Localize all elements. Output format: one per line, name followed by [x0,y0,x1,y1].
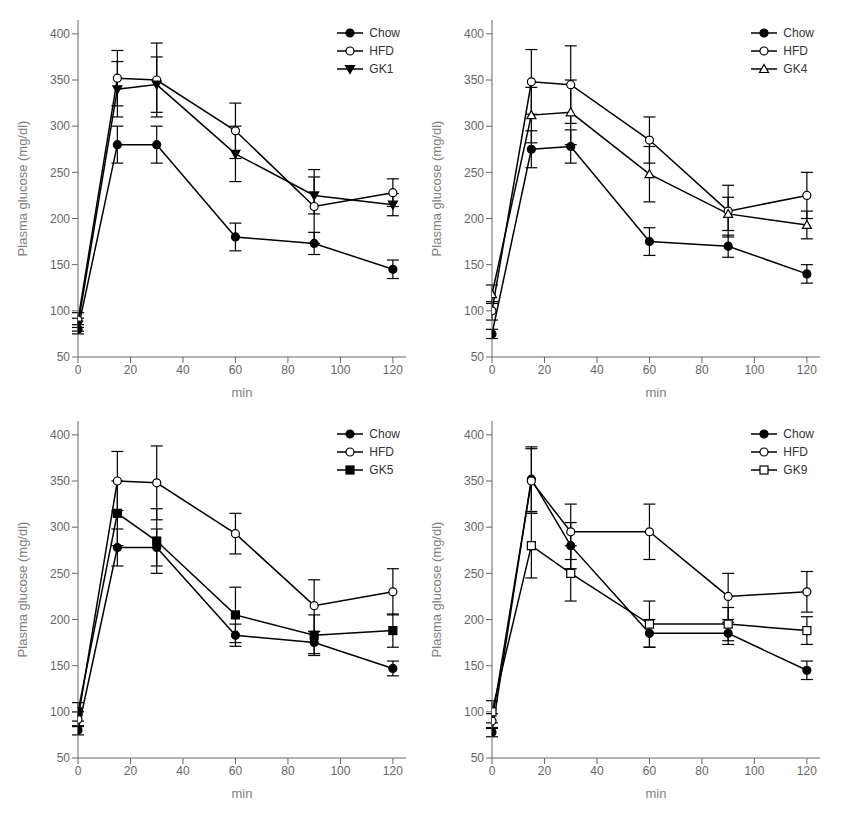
html-text:HFD: HFD [783,44,808,58]
svg-text:80: 80 [281,764,295,778]
svg-text:400: 400 [50,27,70,41]
html-text:Chow: Chow [783,26,814,40]
svg-text:60: 60 [643,764,657,778]
html-text:GK9: GK9 [783,463,808,477]
html-text:Chow: Chow [783,427,814,441]
svg-text:400: 400 [464,428,484,442]
svg-text:50: 50 [57,751,71,765]
svg-text:80: 80 [695,764,709,778]
html-text:HFD: HFD [369,44,394,58]
html-text:GK4: GK4 [783,62,808,76]
svg-text:0: 0 [75,363,82,377]
svg-text:40: 40 [176,363,190,377]
svg-text:200: 200 [50,613,70,627]
svg-text:200: 200 [50,212,70,226]
svg-text:200: 200 [464,613,484,627]
svg-text:60: 60 [643,363,657,377]
svg-text:120: 120 [383,764,403,778]
svg-text:200: 200 [464,212,484,226]
svg-text:250: 250 [464,567,484,581]
svg-text:150: 150 [50,659,70,673]
svg-text:0: 0 [489,363,496,377]
svg-text:300: 300 [50,520,70,534]
svg-text:120: 120 [797,363,817,377]
svg-text:0: 0 [75,764,82,778]
svg-text:250: 250 [50,567,70,581]
svg-text:100: 100 [50,304,70,318]
svg-text:120: 120 [797,764,817,778]
svg-text:300: 300 [464,520,484,534]
html-text:HFD: HFD [369,445,394,459]
svg-text:150: 150 [50,258,70,272]
svg-text:350: 350 [464,73,484,87]
svg-text:400: 400 [464,27,484,41]
svg-text:Plasma glucose (mg/dl): Plasma glucose (mg/dl) [15,121,30,257]
svg-text:100: 100 [744,363,764,377]
svg-text:300: 300 [464,119,484,133]
svg-text:100: 100 [464,705,484,719]
svg-text:20: 20 [124,363,138,377]
svg-text:Plasma glucose (mg/dl): Plasma glucose (mg/dl) [15,522,30,658]
html-text:GK1: GK1 [369,62,394,76]
svg-text:40: 40 [176,764,190,778]
svg-text:min: min [646,786,667,801]
svg-text:350: 350 [50,474,70,488]
svg-text:100: 100 [744,764,764,778]
html-text:Chow: Chow [369,427,400,441]
svg-text:20: 20 [124,764,138,778]
svg-text:300: 300 [50,119,70,133]
svg-text:50: 50 [471,751,485,765]
svg-text:0: 0 [489,764,496,778]
svg-text:250: 250 [464,166,484,180]
svg-text:min: min [646,385,667,400]
svg-text:60: 60 [229,363,243,377]
svg-text:Plasma glucose (mg/dl): Plasma glucose (mg/dl) [429,121,444,257]
svg-text:350: 350 [50,73,70,87]
svg-text:min: min [232,385,253,400]
svg-text:100: 100 [50,705,70,719]
svg-text:60: 60 [229,764,243,778]
svg-text:350: 350 [464,474,484,488]
html-text:HFD: HFD [783,445,808,459]
svg-text:Plasma glucose (mg/dl): Plasma glucose (mg/dl) [429,522,444,658]
svg-text:100: 100 [464,304,484,318]
svg-text:20: 20 [538,764,552,778]
html-text:GK5: GK5 [369,463,394,477]
svg-text:400: 400 [50,428,70,442]
svg-text:40: 40 [590,363,604,377]
svg-text:120: 120 [383,363,403,377]
svg-text:80: 80 [695,363,709,377]
svg-text:20: 20 [538,363,552,377]
svg-text:100: 100 [330,363,350,377]
svg-text:40: 40 [590,764,604,778]
svg-text:50: 50 [471,350,485,364]
svg-text:50: 50 [57,350,71,364]
svg-text:150: 150 [464,258,484,272]
svg-text:150: 150 [464,659,484,673]
svg-text:80: 80 [281,363,295,377]
svg-text:min: min [232,786,253,801]
svg-text:250: 250 [50,166,70,180]
html-text:Chow: Chow [369,26,400,40]
svg-text:100: 100 [330,764,350,778]
